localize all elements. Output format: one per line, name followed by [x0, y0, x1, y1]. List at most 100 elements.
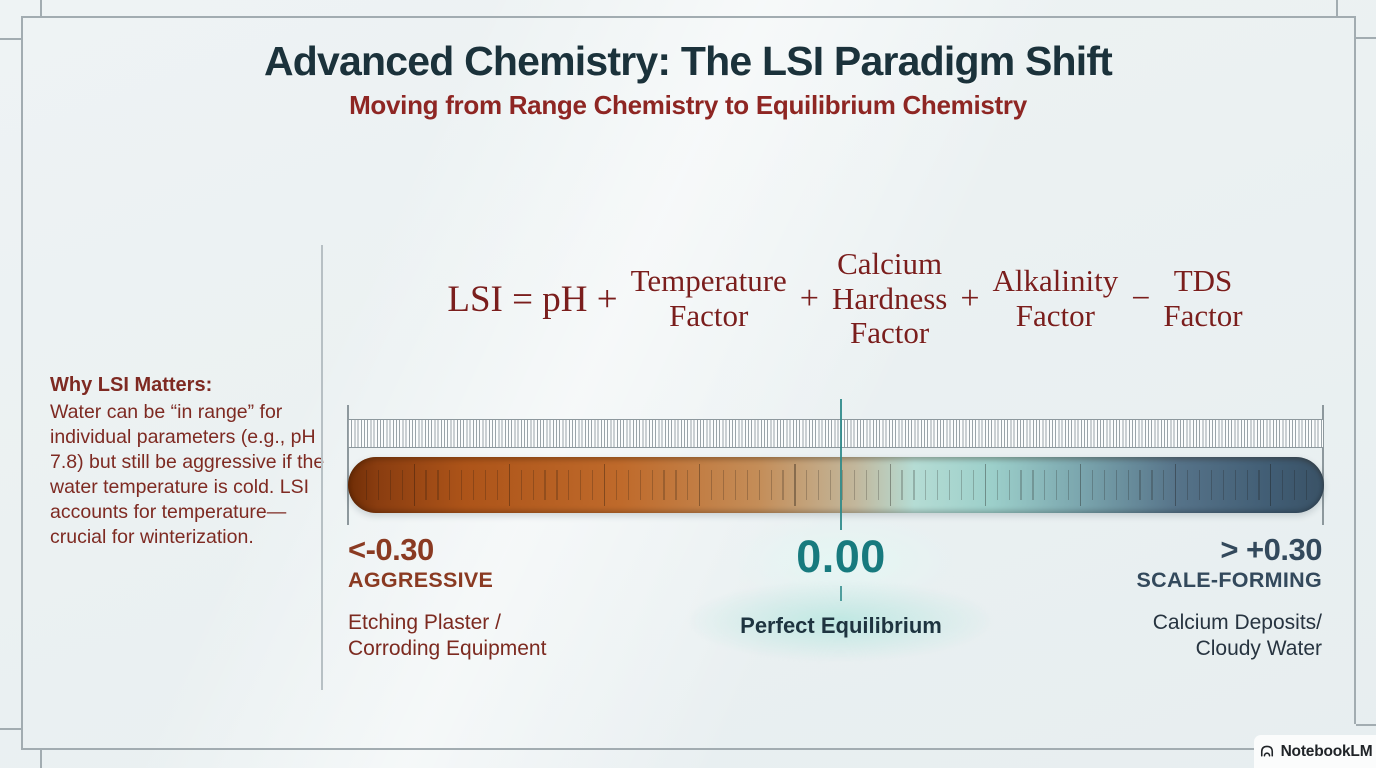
- bar-tick: [937, 469, 939, 501]
- bar-tick: [675, 469, 677, 501]
- bar-tick: [949, 469, 951, 501]
- bar-tick: [508, 464, 510, 506]
- aggressive-description: Etching Plaster / Corroding Equipment: [348, 611, 547, 660]
- lsi-formula: LSI = pH + Temperature Factor + Calcium …: [335, 235, 1355, 363]
- frame-mark-bottom-right-h: [1356, 724, 1376, 726]
- equilibrium-center-dash: [840, 586, 842, 601]
- bar-tick: [1151, 469, 1153, 501]
- bar-tick: [568, 469, 570, 501]
- bar-tick: [449, 469, 451, 501]
- bar-tick: [889, 464, 891, 506]
- bar-tick: [865, 469, 867, 501]
- notebooklm-label: NotebookLM: [1280, 742, 1373, 760]
- bar-tick: [615, 469, 618, 501]
- bar-tick: [1163, 469, 1165, 501]
- bar-tick: [1198, 469, 1201, 501]
- bar-tick: [1056, 469, 1058, 501]
- page-title: Advanced Chemistry: The LSI Paradigm Shi…: [263, 38, 1113, 84]
- bar-tick: [1270, 464, 1272, 506]
- bar-tick: [663, 469, 665, 501]
- bar-tick: [1222, 469, 1224, 501]
- bar-tick: [806, 469, 808, 501]
- bar-tick: [830, 469, 832, 501]
- bar-tick: [603, 464, 606, 506]
- bar-tick: [972, 469, 975, 501]
- scale-forming-description: Calcium Deposits/ Cloudy Water: [1152, 611, 1322, 660]
- bar-tick: [1234, 469, 1236, 501]
- bar-tick: [639, 469, 641, 501]
- bar-tick: [556, 469, 558, 501]
- bar-tick: [1032, 469, 1034, 501]
- aggressive-category-label: AGGRESSIVE: [348, 568, 494, 592]
- bar-tick: [782, 469, 784, 501]
- lsi-gradient-bar: [348, 457, 1324, 513]
- bar-tick: [901, 469, 903, 501]
- bar-tick: [651, 469, 653, 501]
- bar-tick: [1294, 469, 1296, 501]
- formula-minus-operator: −: [1131, 280, 1151, 317]
- notebooklm-icon: [1260, 745, 1273, 757]
- bar-tick: [1091, 469, 1093, 501]
- bar-tick: [746, 469, 748, 501]
- scale-ruler-strip: [348, 419, 1323, 448]
- frame-border-bottom: [21, 748, 1355, 750]
- bar-tick: [699, 464, 701, 506]
- bar-tick: [758, 469, 760, 501]
- bar-tick: [877, 469, 879, 501]
- formula-term-alkalinity: Alkalinity Factor: [992, 263, 1119, 333]
- bar-tick: [1044, 469, 1046, 501]
- bar-tick: [496, 469, 499, 501]
- bar-tick: [1103, 469, 1105, 501]
- scale-axis-left: [347, 405, 349, 525]
- frame-border-top: [21, 16, 1354, 18]
- bar-ticks: [366, 457, 1308, 513]
- bar-tick: [1246, 469, 1248, 501]
- bar-tick: [1306, 469, 1308, 501]
- bar-tick: [841, 469, 844, 501]
- bar-tick: [389, 469, 391, 501]
- content-divider-line: [321, 245, 323, 690]
- frame-border-right: [1354, 16, 1356, 724]
- frame-mark-bottom-left-v: [40, 748, 42, 768]
- bar-tick: [1175, 464, 1177, 506]
- bar-tick: [1187, 469, 1189, 501]
- why-lsi-body: Water can be “in range” for individual p…: [50, 401, 325, 548]
- bar-tick: [437, 469, 439, 501]
- frame-mark-bottom-left-h: [0, 728, 21, 730]
- bar-tick: [401, 469, 403, 501]
- bar-tick: [996, 469, 998, 501]
- bar-tick: [1139, 469, 1141, 501]
- bar-tick: [1068, 469, 1070, 501]
- bar-tick: [461, 469, 463, 501]
- equilibrium-value: 0.00: [796, 531, 886, 582]
- bar-tick: [413, 464, 415, 506]
- bar-tick: [544, 469, 546, 501]
- bar-tick: [520, 469, 522, 501]
- bar-tick: [1282, 469, 1284, 501]
- bar-tick: [484, 469, 487, 501]
- bar-tick: [1258, 469, 1260, 501]
- bar-tick: [913, 469, 915, 501]
- why-lsi-note: Why LSI Matters: Water can be “in range”…: [50, 374, 326, 550]
- bar-tick: [1210, 469, 1212, 501]
- bar-tick: [580, 469, 582, 501]
- page-subtitle: Moving from Range Chemistry to Equilibri…: [349, 90, 1027, 120]
- scale-axis-right: [1322, 405, 1324, 525]
- frame-mark-top-left-v: [40, 0, 42, 16]
- bar-tick: [925, 469, 927, 501]
- bar-tick: [1127, 469, 1129, 501]
- bar-tick: [734, 469, 737, 501]
- bar-tick: [687, 469, 689, 501]
- formula-intro: LSI = pH +: [447, 278, 618, 320]
- formula-term-tds: TDS Factor: [1163, 263, 1243, 333]
- bar-tick: [425, 469, 427, 501]
- bar-tick: [473, 469, 475, 501]
- bar-tick: [794, 464, 796, 506]
- frame-mark-top-left-h: [0, 38, 21, 40]
- bar-tick: [853, 469, 856, 501]
- aggressive-threshold-value: <-0.30: [348, 532, 434, 567]
- notebooklm-watermark: NotebookLM: [1254, 735, 1376, 768]
- bar-tick: [627, 469, 629, 501]
- bar-tick: [532, 469, 534, 501]
